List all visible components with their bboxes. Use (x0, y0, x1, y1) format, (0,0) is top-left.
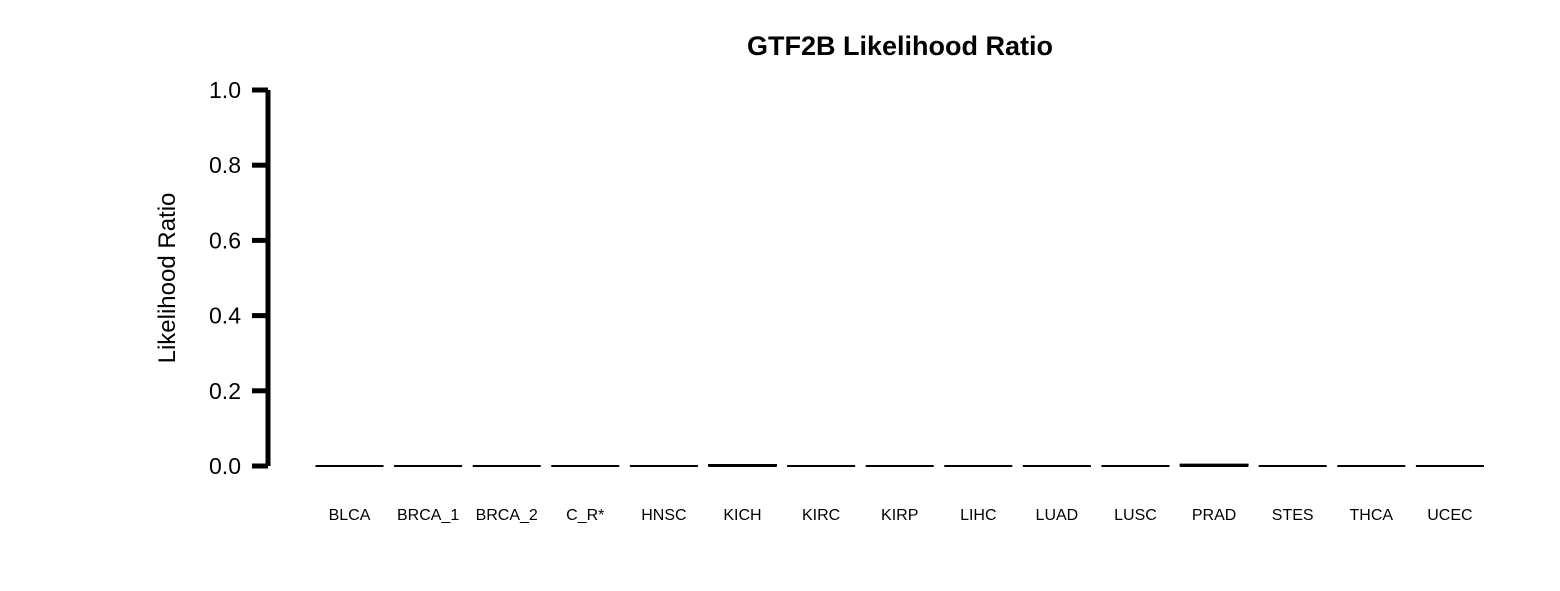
y-axis: 0.0 0.2 0.4 0.6 0.8 1.0 (209, 77, 271, 479)
x-tick-label: BRCA_1 (397, 507, 459, 524)
x-tick-label: LUSC (1114, 507, 1157, 524)
x-tick-label: STES (1272, 507, 1314, 524)
y-tick-label: 0.0 (209, 453, 241, 479)
x-tick-label: KIRP (881, 507, 918, 524)
bar-prad (1179, 463, 1249, 467)
x-tick-label: PRAD (1192, 507, 1236, 524)
x-tick-label: HNSC (641, 507, 686, 524)
y-tick-label: 0.4 (209, 303, 241, 329)
x-tick-label: BLCA (329, 507, 371, 524)
bars-group (315, 463, 1484, 467)
x-tick-label: KICH (723, 507, 761, 524)
x-tick-label: BRCA_2 (476, 507, 538, 524)
x-tick-label: LUAD (1036, 507, 1079, 524)
bar-kich (708, 463, 777, 467)
y-axis-label: Likelihood Ratio (154, 193, 181, 364)
y-tick-label: 1.0 (209, 77, 241, 103)
x-tick-label: KIRC (802, 507, 840, 524)
x-tick-label: UCEC (1427, 507, 1472, 524)
x-tick-label: C_R* (566, 507, 604, 524)
y-tick-label: 0.2 (209, 378, 241, 404)
chart-title: GTF2B Likelihood Ratio (747, 31, 1053, 61)
x-tick-label: LIHC (960, 507, 996, 524)
y-tick-label: 0.8 (209, 152, 241, 178)
y-tick-label: 0.6 (209, 227, 241, 253)
x-tick-label: THCA (1350, 507, 1394, 524)
x-axis-ticks: BLCA BRCA_1 BRCA_2 C_R* HNSC KICH KIRC KIRP LIHC… (329, 507, 1473, 524)
